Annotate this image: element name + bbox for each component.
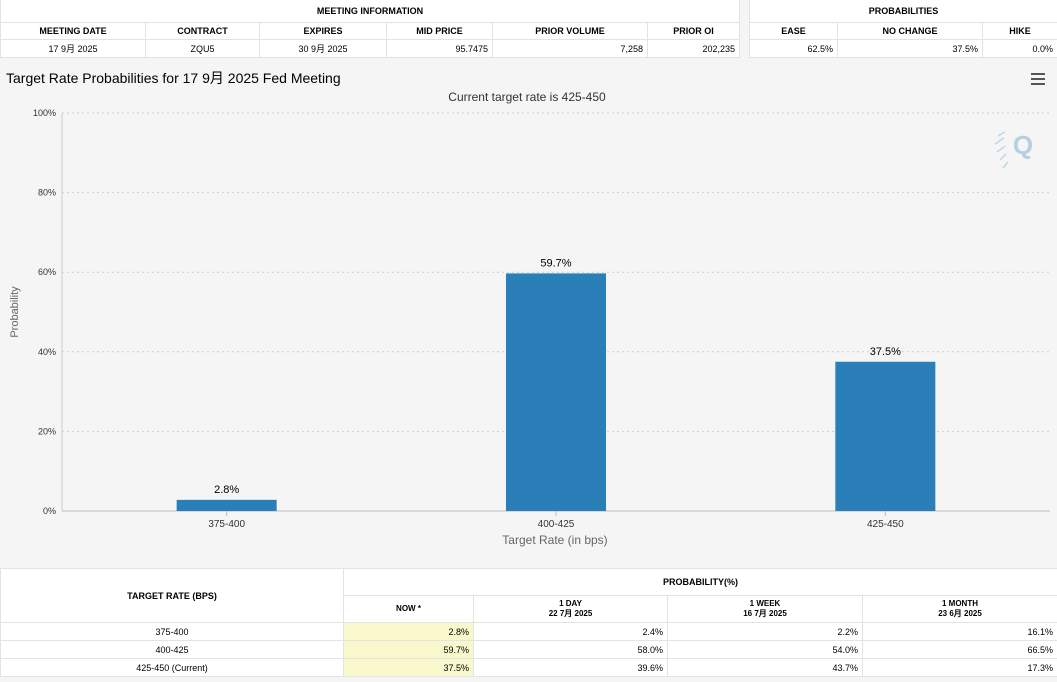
bar [176, 499, 277, 511]
target-rate-header: TARGET RATE (BPS) [0, 568, 344, 623]
row-value-now: 59.7% [343, 640, 474, 659]
prior-volume-header: PRIOR VOLUME [492, 22, 648, 40]
prior-oi-header: PRIOR OI [646, 22, 741, 40]
y-axis-ticks: 0% 20% 40% 60% 80% 100% [33, 108, 56, 516]
row-value-1-month: 16.1% [862, 622, 1057, 641]
row-value-now: 2.8% [343, 622, 474, 641]
meeting-information-title: MEETING INFORMATION [0, 0, 741, 23]
bar-data-label: 37.5% [870, 346, 901, 358]
row-value-now: 37.5% [343, 658, 474, 677]
row-value-1-day: 58.0% [473, 640, 668, 659]
menu-icon[interactable] [1031, 73, 1045, 85]
y-axis-label: Probability [9, 286, 21, 338]
row-rate: 375-400 [0, 622, 344, 641]
row-value-1-week: 54.0% [667, 640, 863, 659]
expires-value: 30 9月 2025 [259, 39, 387, 58]
no-change-header: NO CHANGE [837, 22, 983, 40]
x-tick-label: 425-450 [867, 519, 904, 530]
table-row: 375-400 2.8% 2.4% 2.2% 16.1% [0, 622, 1057, 641]
y-tick-label: 40% [38, 347, 56, 357]
row-value-1-week: 2.2% [667, 622, 863, 641]
table-row: 400-425 59.7% 58.0% 54.0% 66.5% [0, 640, 1057, 659]
row-rate: 425-450 (Current) [0, 658, 344, 677]
col-header-1-day: 1 DAY 22 7月 2025 [473, 595, 668, 623]
hike-value: 0.0% [982, 39, 1057, 58]
bar-data-label: 2.8% [214, 484, 239, 496]
expires-header: EXPIRES [259, 22, 387, 40]
row-value-1-week: 43.7% [667, 658, 863, 677]
y-tick-label: 0% [43, 506, 56, 516]
meeting-information-table: MEETING INFORMATION MEETING DATE CONTRAC… [0, 0, 741, 58]
bar-chart: Current target rate is 425-450 0% 20% 40% 6… [9, 90, 1050, 547]
contract-header: CONTRACT [145, 22, 260, 40]
x-axis-ticks: 375-400 400-425 425-450 [208, 511, 904, 530]
contract-value: ZQU5 [145, 39, 260, 58]
row-value-1-month: 66.5% [862, 640, 1057, 659]
quikstrike-logo-icon: Q [994, 130, 1033, 169]
bar [835, 361, 936, 511]
no-change-value: 37.5% [837, 39, 983, 58]
mid-price-header: MID PRICE [386, 22, 493, 40]
bar-data-label: 59.7% [540, 257, 571, 269]
row-value-1-day: 2.4% [473, 622, 668, 641]
probabilities-title: PROBABILITIES [749, 0, 1057, 23]
y-tick-label: 100% [33, 108, 56, 118]
y-tick-label: 20% [38, 426, 56, 436]
col-header-now: NOW * [343, 595, 474, 623]
col-header-1-month: 1 MONTH 23 6月 2025 [862, 595, 1057, 623]
meeting-date-header: MEETING DATE [0, 22, 146, 40]
row-value-1-day: 39.6% [473, 658, 668, 677]
chart-title: Target Rate Probabilities for 17 9月 2025… [6, 70, 341, 86]
mid-price-value: 95.7475 [386, 39, 493, 58]
bar [506, 273, 606, 511]
x-axis-label: Target Rate (in bps) [502, 533, 607, 547]
chart-subtitle: Current target rate is 425-450 [448, 90, 606, 104]
x-tick-label: 375-400 [208, 519, 245, 530]
col-header-1-week: 1 WEEK 16 7月 2025 [667, 595, 863, 623]
probability-header: PROBABILITY(%) [343, 568, 1057, 596]
row-value-1-month: 17.3% [862, 658, 1057, 677]
y-tick-label: 80% [38, 188, 56, 198]
svg-text:Q: Q [1013, 130, 1033, 160]
table-row: 425-450 (Current) 37.5% 39.6% 43.7% 17.3… [0, 658, 1057, 677]
ease-header: EASE [749, 22, 838, 40]
ease-value: 62.5% [749, 39, 838, 58]
probability-history-table: TARGET RATE (BPS) PROBABILITY(%) NOW * 1… [0, 568, 1057, 677]
probabilities-table: PROBABILITIES EASE NO CHANGE HIKE 62.5% … [749, 0, 1057, 58]
y-tick-label: 60% [38, 267, 56, 277]
bars: 2.8% 59.7% 37.5% [176, 257, 936, 511]
hike-header: HIKE [982, 22, 1057, 40]
prior-volume-value: 7,258 [492, 39, 648, 58]
row-rate: 400-425 [0, 640, 344, 659]
meeting-date-value: 17 9月 2025 [0, 39, 146, 58]
prior-oi-value: 202,235 [646, 39, 741, 58]
x-tick-label: 400-425 [538, 519, 575, 530]
